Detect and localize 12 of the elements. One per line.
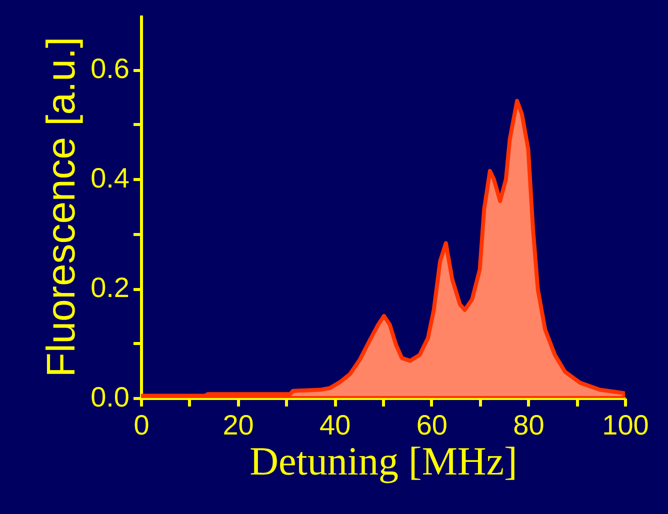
x-tick-label: 20 [222,410,254,440]
y-tick-label: 0.0 [90,382,130,412]
y-axis-title: Fluorescence [a.u.] [40,36,84,378]
y-tick-label: 0.2 [90,272,130,304]
x-tick-label: 40 [320,410,351,440]
x-axis-title: Detuning [MHz] [250,438,518,484]
x-tick-label: 60 [416,410,448,440]
y-tick-label: 0.6 [90,53,130,84]
x-tick-label: 0 [134,410,150,440]
x-tick-label: 80 [513,410,544,440]
x-tick-label: 100 [602,410,649,440]
y-tick-label: 0.4 [90,162,130,194]
